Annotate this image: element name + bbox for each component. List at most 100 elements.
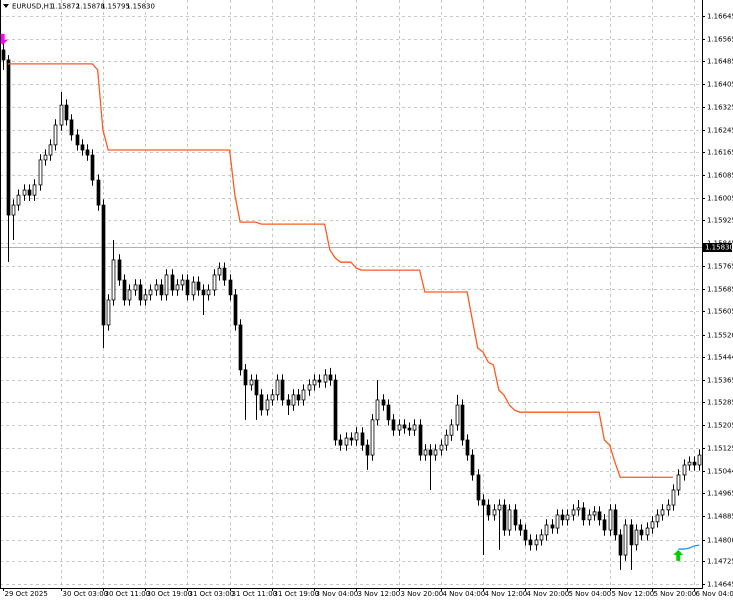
candle-body — [218, 268, 221, 275]
candle-body — [355, 433, 358, 440]
candle-body — [382, 400, 385, 405]
current-price-label: 1.15830 — [705, 244, 733, 252]
x-tick-label: 3 Nov 04:00 — [316, 590, 359, 598]
candle-body — [139, 285, 142, 300]
candle-body — [260, 395, 263, 410]
candle-body — [324, 375, 327, 382]
y-tick-label: 1.16165 — [707, 149, 733, 157]
candle-body — [54, 125, 57, 145]
candle-body — [545, 525, 548, 535]
candle-body — [17, 195, 20, 205]
candle-body — [519, 525, 522, 530]
header-close: 1.15830 — [126, 3, 155, 11]
candle-body — [688, 462, 691, 465]
candle-body — [582, 508, 585, 520]
y-tick-label: 1.15044 — [707, 468, 733, 476]
candle-body — [266, 400, 269, 410]
y-tick-label: 1.14965 — [707, 490, 733, 498]
y-tick-label: 1.15365 — [707, 377, 733, 385]
candle-body — [403, 425, 406, 428]
candle-body — [424, 450, 427, 455]
candle-body — [271, 395, 274, 400]
candle-body — [524, 530, 527, 540]
candle-body — [155, 285, 158, 290]
candle-body — [276, 380, 279, 395]
candle-body — [556, 515, 559, 528]
y-tick-label: 1.15125 — [707, 445, 733, 453]
y-tick-label: 1.16325 — [707, 104, 733, 112]
candle-body — [630, 525, 633, 545]
y-tick-label: 1.16085 — [707, 172, 733, 180]
candle-body — [408, 428, 411, 430]
candle-body — [440, 445, 443, 450]
candle-body — [60, 105, 63, 125]
candle-body — [292, 395, 295, 405]
candle-body — [149, 290, 152, 295]
x-tick-label: 4 Nov 20:00 — [527, 590, 570, 598]
x-tick-label: 4 Nov 04:00 — [443, 590, 486, 598]
candle-body — [551, 525, 554, 528]
candle-body — [44, 155, 47, 160]
candle-body — [361, 433, 364, 445]
candle-body — [535, 540, 538, 545]
x-tick-label: 31 Oct 11:00 — [232, 590, 278, 598]
candle-body — [371, 420, 374, 455]
candle-body — [392, 420, 395, 430]
x-tick-label: 3 Nov 12:00 — [358, 590, 401, 598]
candle-body — [514, 510, 517, 525]
candle-body — [86, 150, 89, 155]
y-tick-label: 1.15520 — [707, 332, 733, 340]
candle-body — [239, 325, 242, 370]
candle-body — [466, 440, 469, 455]
x-tick-label: 5 Nov 04:00 — [569, 590, 612, 598]
candle-body — [186, 280, 189, 295]
header: EURUSD,H1 1.15872 1.15878 1.15795 1.1583… — [3, 3, 155, 11]
candle-body — [503, 505, 506, 530]
candle-body — [376, 400, 379, 420]
candle-body — [493, 510, 496, 515]
y-tick-label: 1.16485 — [707, 58, 733, 66]
candle-body — [12, 205, 15, 215]
candle-body — [192, 282, 195, 295]
candle-body — [482, 500, 485, 505]
candle-body — [640, 530, 643, 535]
candle-body — [207, 290, 210, 295]
candle-body — [398, 425, 401, 430]
candle-body — [561, 515, 564, 520]
candle-body — [308, 385, 311, 390]
candle-body — [387, 405, 390, 420]
candle-body — [76, 135, 79, 145]
candle-body — [297, 395, 300, 400]
candle-body — [350, 438, 353, 440]
y-tick-label: 1.15685 — [707, 286, 733, 294]
candle-body — [112, 260, 115, 300]
candle-body — [70, 120, 73, 135]
candle-body — [445, 435, 448, 445]
y-tick-label: 1.14885 — [707, 513, 733, 521]
candle-body — [123, 280, 126, 300]
candle-body — [197, 282, 200, 290]
candle-body — [456, 405, 459, 425]
candle-body — [651, 522, 654, 528]
candle-body — [81, 145, 84, 150]
candle-body — [144, 295, 147, 300]
y-tick-label: 1.15925 — [707, 217, 733, 225]
candle-body — [646, 528, 649, 535]
candle-body — [540, 535, 543, 540]
candle-body — [313, 380, 316, 385]
candle-body — [33, 185, 36, 195]
candle-body — [529, 540, 532, 545]
candle-body — [229, 280, 232, 295]
candle-body — [609, 510, 612, 530]
candle-body — [677, 475, 680, 490]
candle-body — [234, 295, 237, 325]
candle-body — [614, 510, 617, 535]
candle-body — [181, 280, 184, 285]
candle-body — [471, 455, 474, 475]
candle-body — [171, 275, 174, 290]
candle-body — [160, 285, 163, 295]
candle-body — [23, 190, 26, 195]
candle-body — [366, 445, 369, 455]
y-tick-label: 1.15605 — [707, 308, 733, 316]
